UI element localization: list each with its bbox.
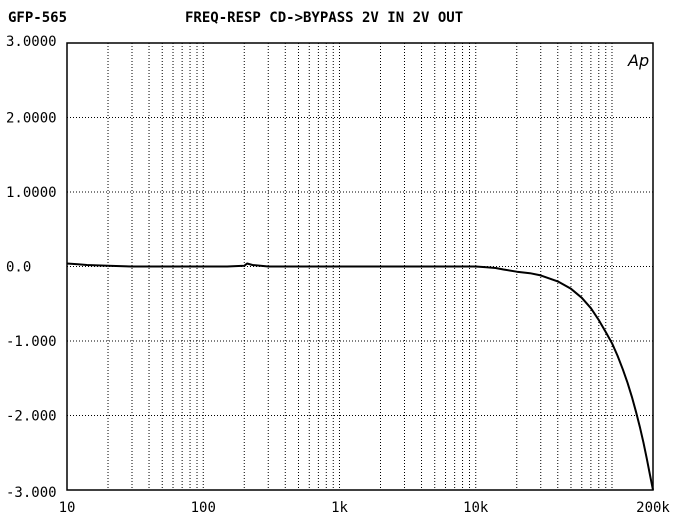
- device-label: GFP-565: [8, 10, 67, 26]
- y-tick-label: 1.0000: [6, 185, 57, 201]
- x-tick-label: 200k: [636, 500, 670, 516]
- y-tick-labels: 3.0000 2.0000 1.0000 0.0 -1.000 -2.000 -3.000: [6, 34, 57, 501]
- y-tick-label: -2.000: [6, 409, 57, 425]
- grid-layer: [67, 43, 653, 490]
- y-tick-label: 0.0: [6, 260, 31, 276]
- series-layer: [66, 262, 654, 491]
- plot-frame: [66, 42, 654, 491]
- x-tick-label: 10: [59, 500, 76, 516]
- x-tick-labels: 10 100 1k 10k 200k: [59, 500, 671, 516]
- y-tick-label: 2.0000: [6, 111, 57, 127]
- series-line: [66, 262, 654, 491]
- x-tick-label: 100: [191, 500, 216, 516]
- y-tick-label: -1.000: [6, 334, 57, 350]
- x-tick-label: 1k: [331, 500, 348, 516]
- x-tick-label: 10k: [463, 500, 489, 516]
- corner-mark: Ap: [627, 51, 649, 70]
- y-tick-label: 3.0000: [6, 34, 57, 50]
- chart-title: FREQ-RESP CD->BYPASS 2V IN 2V OUT: [185, 10, 463, 26]
- y-tick-label: -3.000: [6, 485, 57, 501]
